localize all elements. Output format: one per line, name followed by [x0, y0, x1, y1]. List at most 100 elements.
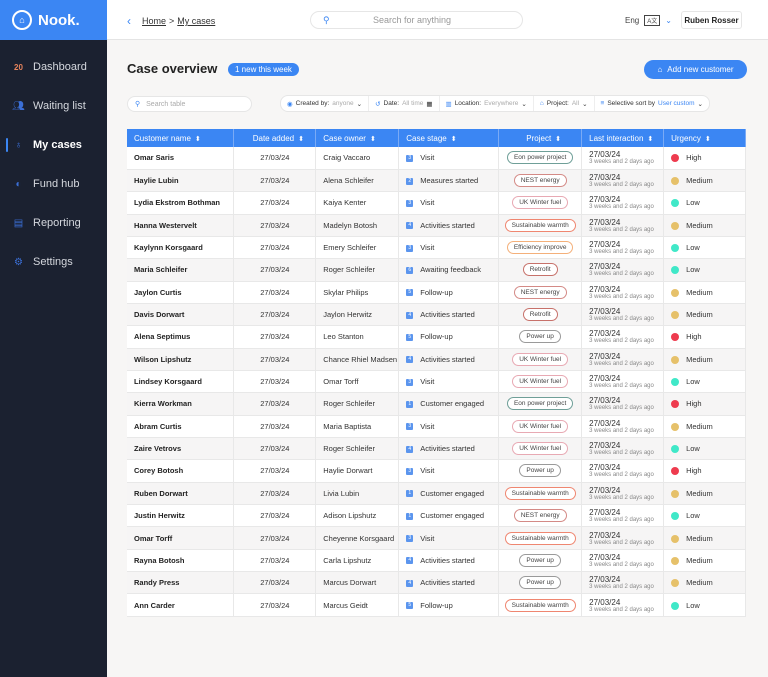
project-tag[interactable]: NEST energy	[513, 509, 567, 523]
project-tag[interactable]: Efficiency improve	[506, 241, 574, 255]
customer-name[interactable]: Kaylynn Korsgaard	[127, 236, 235, 260]
urgency-label: Low	[686, 600, 700, 610]
customer-name[interactable]: Omar Torff	[127, 526, 235, 550]
project-tag[interactable]: Eon power project	[506, 151, 574, 165]
project-tag[interactable]: UK Winter fuel	[512, 352, 569, 366]
customer-name[interactable]: Kierra Workman	[127, 392, 235, 416]
project-tag[interactable]: Retrofit	[522, 263, 558, 277]
project-tag[interactable]: Sustainable warmth	[504, 218, 576, 232]
back-chevron-icon[interactable]: ‹	[127, 14, 131, 28]
project-tag[interactable]: Eon power project	[506, 397, 574, 411]
column-header[interactable]: Date added ⬍	[233, 129, 317, 147]
customer-name[interactable]: Lindsey Korsgaard	[127, 370, 235, 394]
project-tag[interactable]: NEST energy	[513, 285, 567, 299]
project-tag[interactable]: NEST energy	[513, 174, 567, 188]
sort-icon[interactable]: ⬍	[369, 135, 376, 143]
filter-sort[interactable]: ≡ Selective sort by User custom ⌄	[595, 96, 709, 111]
customer-name[interactable]: Zaire Vetrovs	[127, 437, 235, 461]
customer-name[interactable]: Haylie Lubin	[127, 169, 235, 193]
table-row[interactable]: Maria Schleifer 27/03/24 Roger Schleifer…	[127, 258, 746, 282]
project-tag[interactable]: Power up	[519, 330, 561, 344]
urgency-dot-icon	[671, 177, 680, 186]
project-tag[interactable]: Sustainable warmth	[504, 598, 576, 612]
customer-name[interactable]: Jaylon Curtis	[127, 281, 235, 304]
sidebar-item-settings[interactable]: ⚙ Settings	[0, 252, 107, 272]
customer-name[interactable]: Wilson Lipshutz	[127, 348, 235, 371]
filter-date[interactable]: ↺ Date: All time ▦	[369, 96, 440, 111]
table-row[interactable]: Ruben Dorwart 27/03/24 Livia Lubin 1 Cust…	[127, 482, 746, 506]
customer-name[interactable]: Randy Press	[127, 571, 235, 595]
project-tag[interactable]: Sustainable warmth	[504, 486, 576, 500]
customer-name[interactable]: Rayna Botosh	[127, 549, 235, 573]
table-row[interactable]: Randy Press 27/03/24 Marcus Dorwart 4 Act…	[127, 571, 746, 595]
sidebar-item-dashboard[interactable]: 20 Dashboard	[0, 57, 107, 77]
breadcrumb-my-cases[interactable]: My cases	[177, 16, 216, 26]
customer-name[interactable]: Ann Carder	[127, 593, 235, 617]
customer-name[interactable]: Davis Dorwart	[127, 303, 235, 327]
project-cell: Efficiency improve	[498, 236, 583, 260]
logo[interactable]: ⌂ Nook.	[0, 0, 107, 40]
project-tag[interactable]: Power up	[519, 576, 561, 590]
table-row[interactable]: Kaylynn Korsgaard 27/03/24 Emery Schleif…	[127, 236, 746, 260]
sidebar-item-fund-hub[interactable]: ◐ Fund hub	[0, 174, 107, 194]
sort-icon[interactable]: ⬍	[298, 135, 304, 143]
table-row[interactable]: Alena Septimus 27/03/24 Leo Stanton 5 Fol…	[127, 325, 746, 349]
project-tag[interactable]: UK Winter fuel	[512, 375, 569, 389]
customer-name[interactable]: Omar Saris	[127, 147, 235, 170]
table-row[interactable]: Wilson Lipshutz 27/03/24 Chance Rhiel Ma…	[127, 348, 746, 371]
column-header[interactable]: Urgency ⬍	[663, 129, 746, 147]
project-tag[interactable]: Sustainable warmth	[504, 531, 576, 545]
table-row[interactable]: Kierra Workman 27/03/24 Roger Schleifer …	[127, 392, 746, 416]
table-row[interactable]: Ann Carder 27/03/24 Marcus Geidt 5 Follow…	[127, 593, 746, 617]
table-search-input[interactable]: ⚲ Search table	[127, 96, 252, 112]
customer-name[interactable]: Corey Botosh	[127, 459, 235, 483]
customer-name[interactable]: Ruben Dorwart	[127, 482, 235, 506]
sidebar-item-waiting-list[interactable]: 👥︎ Waiting list	[0, 96, 107, 116]
breadcrumb-home[interactable]: Home	[142, 16, 167, 26]
filter-created-by[interactable]: ◉ Created by: anyone ⌄	[281, 96, 370, 111]
column-header[interactable]: Project ⬍	[498, 129, 583, 147]
column-header[interactable]: Case stage ⬍	[398, 129, 500, 147]
sidebar-item-reporting[interactable]: ▤ Reporting	[0, 213, 107, 233]
sort-icon[interactable]: ⬍	[647, 135, 654, 143]
customer-name[interactable]: Alena Septimus	[127, 325, 235, 349]
customer-name[interactable]: Hanna Westervelt	[127, 214, 235, 237]
customer-name[interactable]: Lydia Ekstrom Bothman	[127, 191, 235, 215]
project-tag[interactable]: Retrofit	[522, 308, 558, 322]
customer-name[interactable]: Abram Curtis	[127, 415, 235, 438]
table-row[interactable]: Abram Curtis 27/03/24 Maria Baptista 3 Vi…	[127, 415, 746, 438]
customer-name[interactable]: Justin Herwitz	[127, 504, 235, 528]
table-row[interactable]: Corey Botosh 27/03/24 Haylie Dorwart 3 Vi…	[127, 459, 746, 483]
table-row[interactable]: Lydia Ekstrom Bothman 27/03/24 Kaiya Ken…	[127, 191, 746, 215]
table-row[interactable]: Rayna Botosh 27/03/24 Carla Lipshutz 4 Ac…	[127, 549, 746, 573]
user-menu-button[interactable]: Ruben Rosser	[681, 11, 742, 29]
table-row[interactable]: Omar Torff 27/03/24 Cheyenne Korsgaard 3…	[127, 526, 746, 550]
table-row[interactable]: Hanna Westervelt 27/03/24 Madelyn Botosh…	[127, 214, 746, 237]
table-row[interactable]: Zaire Vetrovs 27/03/24 Roger Schleifer 4…	[127, 437, 746, 461]
project-tag[interactable]: Power up	[519, 553, 561, 567]
customer-name[interactable]: Maria Schleifer	[127, 258, 235, 282]
column-header[interactable]: Last interaction ⬍	[581, 129, 665, 147]
project-tag[interactable]: UK Winter fuel	[512, 442, 569, 456]
sidebar-item-my-cases[interactable]: ♁ My cases	[0, 135, 107, 155]
sort-icon[interactable]: ⬍	[555, 135, 562, 143]
language-selector[interactable]: Eng A文 ⌄	[625, 15, 672, 26]
table-row[interactable]: Omar Saris 27/03/24 Craig Vaccaro 3 Visit…	[127, 147, 746, 170]
column-header[interactable]: Customer name ⬍	[127, 129, 235, 147]
sort-icon[interactable]: ⬍	[450, 135, 457, 143]
project-tag[interactable]: Power up	[519, 464, 561, 478]
table-row[interactable]: Justin Herwitz 27/03/24 Adison Lipshutz …	[127, 504, 746, 528]
sort-icon[interactable]: ⬍	[194, 135, 201, 143]
filter-project[interactable]: ⌂ Project: All ⌄	[534, 96, 595, 111]
sort-icon[interactable]: ⬍	[704, 135, 711, 143]
add-new-customer-button[interactable]: ⌂ Add new customer	[644, 60, 747, 79]
filter-location[interactable]: ▥ Location: Everywhere ⌄	[440, 96, 534, 111]
project-tag[interactable]: UK Winter fuel	[512, 419, 569, 433]
global-search-input[interactable]: ⚲ Search for anything	[310, 11, 523, 29]
project-tag[interactable]: UK Winter fuel	[512, 196, 569, 210]
column-header[interactable]: Case owner ⬍	[315, 129, 400, 147]
